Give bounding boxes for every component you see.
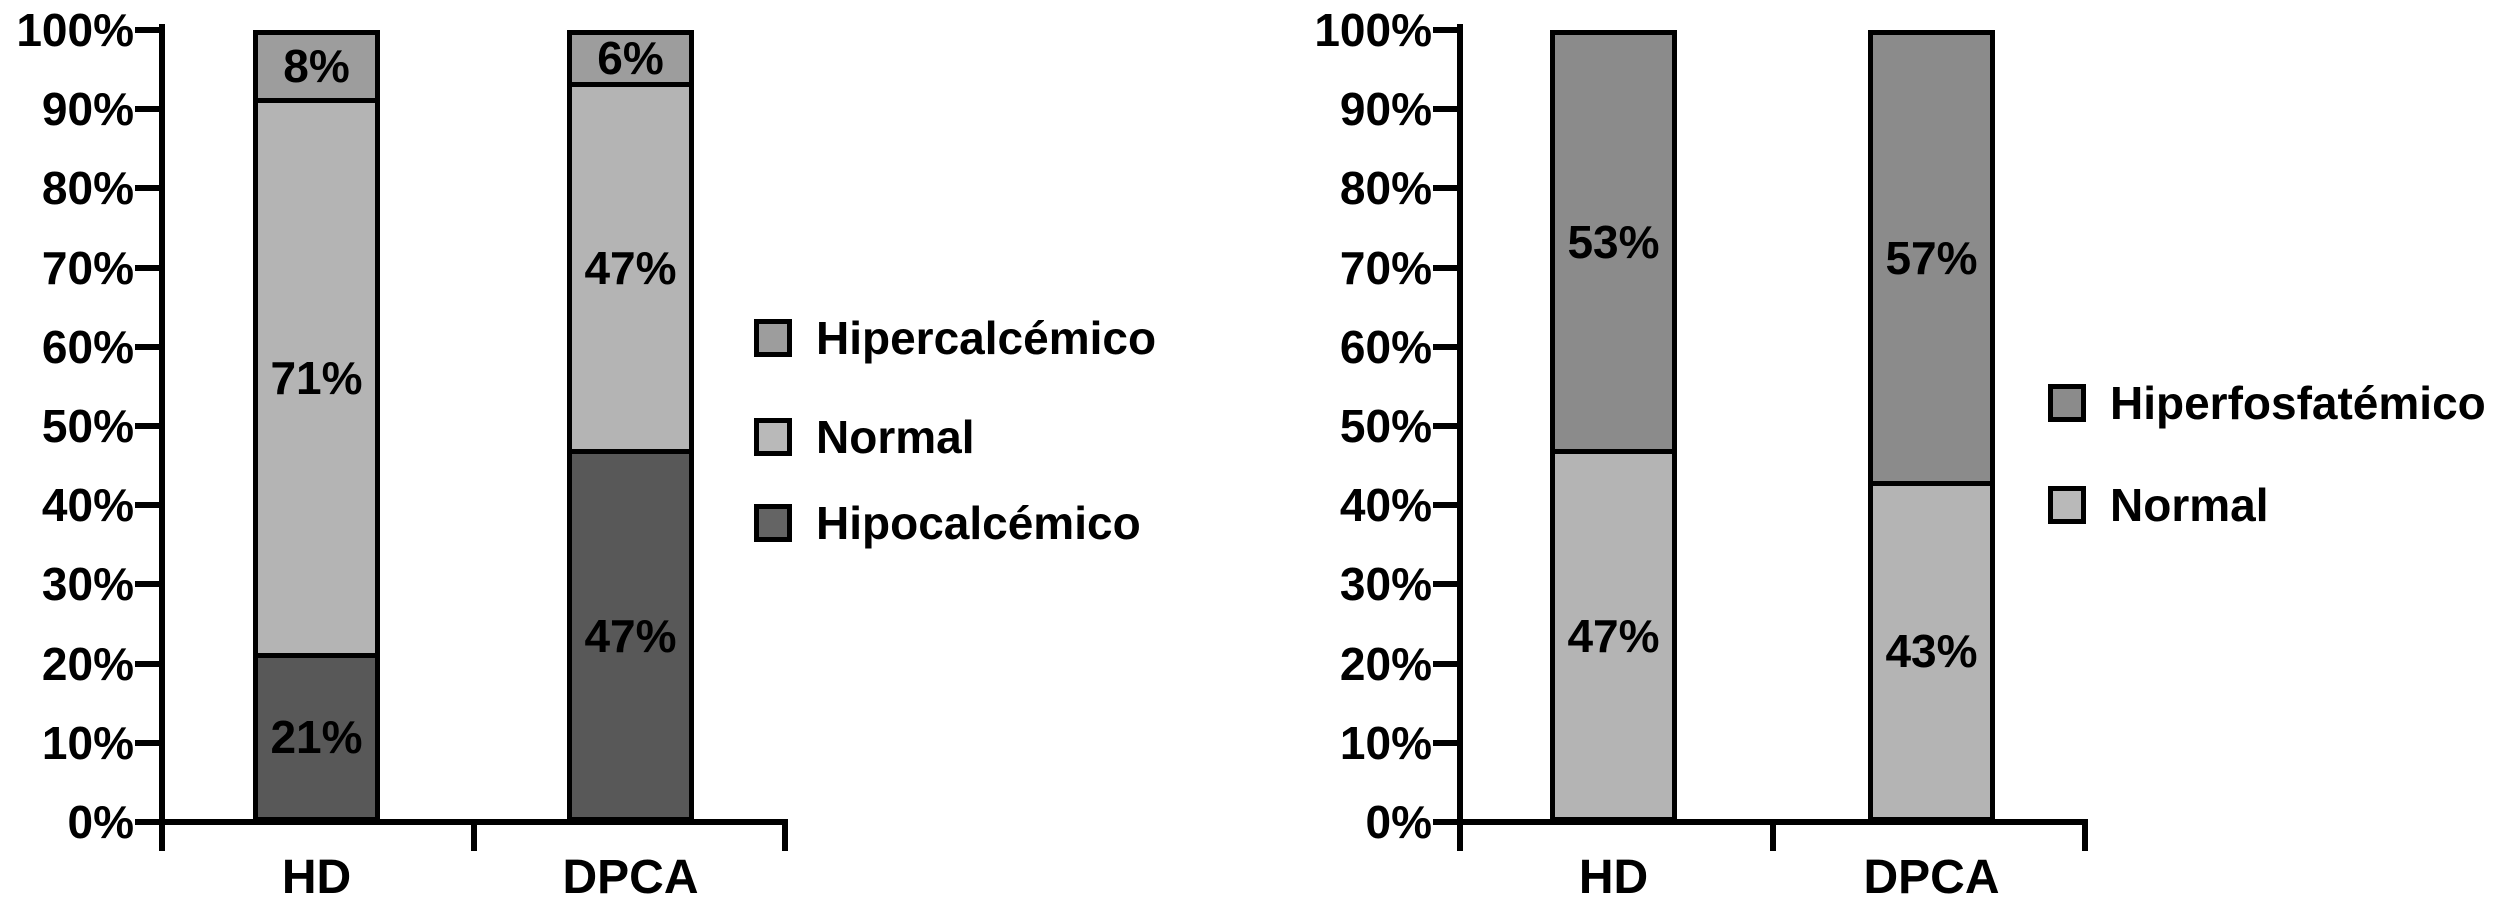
x-axis-tick: [470, 825, 477, 851]
bar-segment-hipercalcémico: 6%: [572, 35, 689, 82]
y-tick-label: 40%: [41, 479, 134, 532]
y-tick-label: 60%: [41, 320, 134, 373]
segment-value-label: 53%: [1567, 216, 1660, 269]
y-axis-tick: [1433, 819, 1460, 825]
y-tick-label: 70%: [41, 241, 134, 294]
x-axis-tick: [2082, 825, 2088, 851]
bar-segment-normal: 47%: [1555, 449, 1672, 817]
segment-value-label: 71%: [270, 351, 363, 404]
legend-swatch-hiperfosfatémico: [2048, 384, 2086, 422]
category-label-hd: HD: [1578, 851, 1649, 904]
bar-segment-hiperfosfatémico: 57%: [1873, 35, 1990, 481]
segment-value-label: 57%: [1885, 231, 1978, 284]
y-axis-tick: [135, 581, 162, 588]
bar-segment-hipercalcémico: 8%: [258, 35, 375, 98]
y-tick-label: 90%: [1339, 83, 1432, 136]
segment-value-label: 47%: [584, 609, 677, 662]
legend-swatch-normal: [2048, 486, 2086, 524]
y-tick-label: 20%: [41, 637, 134, 690]
y-tick-label: 90%: [41, 83, 134, 136]
segment-value-label: 8%: [283, 40, 350, 93]
y-axis-line: [1457, 24, 1463, 828]
segment-value-label: 43%: [1885, 625, 1978, 678]
y-tick-label: 70%: [1339, 241, 1432, 294]
y-axis-tick: [135, 819, 162, 825]
y-axis-tick: [135, 185, 162, 192]
legend-swatch-hipercalcémico: [754, 319, 792, 357]
y-tick-label: 0%: [1365, 796, 1432, 848]
y-tick-label: 10%: [41, 716, 134, 769]
bar-segment-normal: 71%: [258, 97, 375, 653]
y-tick-label: 50%: [41, 400, 134, 452]
y-axis-tick: [1433, 343, 1460, 350]
legend-label-hiperfosfatémico: Hiperfosfatémico: [2110, 377, 2486, 429]
x-axis-tick: [782, 825, 788, 851]
y-tick-label: 30%: [41, 558, 134, 611]
category-label-hd: HD: [281, 851, 352, 904]
y-axis-tick: [1433, 27, 1460, 33]
y-tick-label: 50%: [1339, 400, 1432, 452]
y-tick-label: 80%: [1339, 162, 1432, 215]
legend-swatch-normal: [754, 418, 792, 456]
y-tick-label: 10%: [1339, 716, 1432, 769]
stacked-bar-dpca: 57% 43%: [1868, 30, 1995, 822]
y-axis-tick: [135, 106, 162, 113]
legend-label-hipocalcémico: Hipocalcémico: [816, 497, 1141, 549]
bar-segment-hipocalcémico: 47%: [572, 449, 689, 817]
y-tick-label: 40%: [1339, 479, 1432, 532]
y-axis-tick: [1433, 739, 1460, 746]
segment-value-label: 47%: [584, 242, 677, 295]
bar-segment-normal: 43%: [1873, 480, 1990, 817]
bar-segment-hiperfosfatémico: 53%: [1555, 35, 1672, 450]
y-tick-label: 30%: [1339, 558, 1432, 611]
x-axis-tick: [1457, 825, 1463, 851]
bar-segment-hipocalcémico: 21%: [258, 652, 375, 817]
y-axis-line: [159, 24, 165, 828]
stacked-bar-hd: 53% 47%: [1550, 30, 1677, 822]
stacked-bar-hd: 8% 71% 21%: [253, 30, 380, 822]
y-axis-tick: [1433, 502, 1460, 509]
x-axis-tick: [1769, 825, 1776, 851]
y-axis-tick: [135, 660, 162, 667]
y-tick-label: 100%: [1314, 4, 1432, 56]
y-tick-label: 20%: [1339, 637, 1432, 690]
bar-segment-normal: 47%: [572, 81, 689, 450]
stacked-bar-dpca: 6% 47% 47%: [567, 30, 694, 822]
category-label-dpca: DPCA: [1863, 851, 2000, 904]
y-axis-tick: [135, 27, 162, 33]
segment-value-label: 47%: [1567, 609, 1660, 662]
y-tick-label: 0%: [67, 796, 134, 848]
legend-label-normal: Normal: [2110, 479, 2269, 531]
segment-value-label: 6%: [597, 32, 664, 85]
x-axis-line: [1457, 819, 2088, 825]
y-axis-tick: [1433, 185, 1460, 192]
y-axis-tick: [1433, 660, 1460, 667]
y-tick-label: 60%: [1339, 320, 1432, 373]
y-axis-tick: [135, 343, 162, 350]
x-axis-line: [159, 819, 788, 825]
y-axis-tick: [135, 502, 162, 509]
legend-label-hipercalcémico: Hipercalcémico: [816, 312, 1157, 364]
y-axis-tick: [1433, 423, 1460, 429]
category-label-dpca: DPCA: [562, 851, 699, 904]
x-axis-tick: [159, 825, 165, 851]
legend-swatch-hipocalcémico: [754, 504, 792, 542]
segment-value-label: 21%: [270, 711, 363, 764]
y-axis-tick: [135, 264, 162, 271]
y-axis-tick: [1433, 106, 1460, 113]
legend-label-normal: Normal: [816, 411, 975, 463]
y-tick-label: 80%: [41, 162, 134, 215]
y-axis-tick: [135, 423, 162, 429]
y-axis-tick: [135, 739, 162, 746]
y-axis-tick: [1433, 264, 1460, 271]
y-axis-tick: [1433, 581, 1460, 588]
y-tick-label: 100%: [16, 4, 134, 56]
